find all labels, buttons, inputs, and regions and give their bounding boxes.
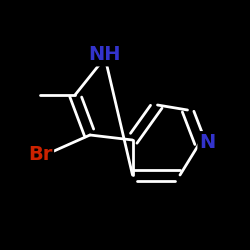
- Text: N: N: [200, 133, 216, 152]
- Text: Br: Br: [28, 146, 52, 165]
- Text: NH: NH: [89, 46, 121, 64]
